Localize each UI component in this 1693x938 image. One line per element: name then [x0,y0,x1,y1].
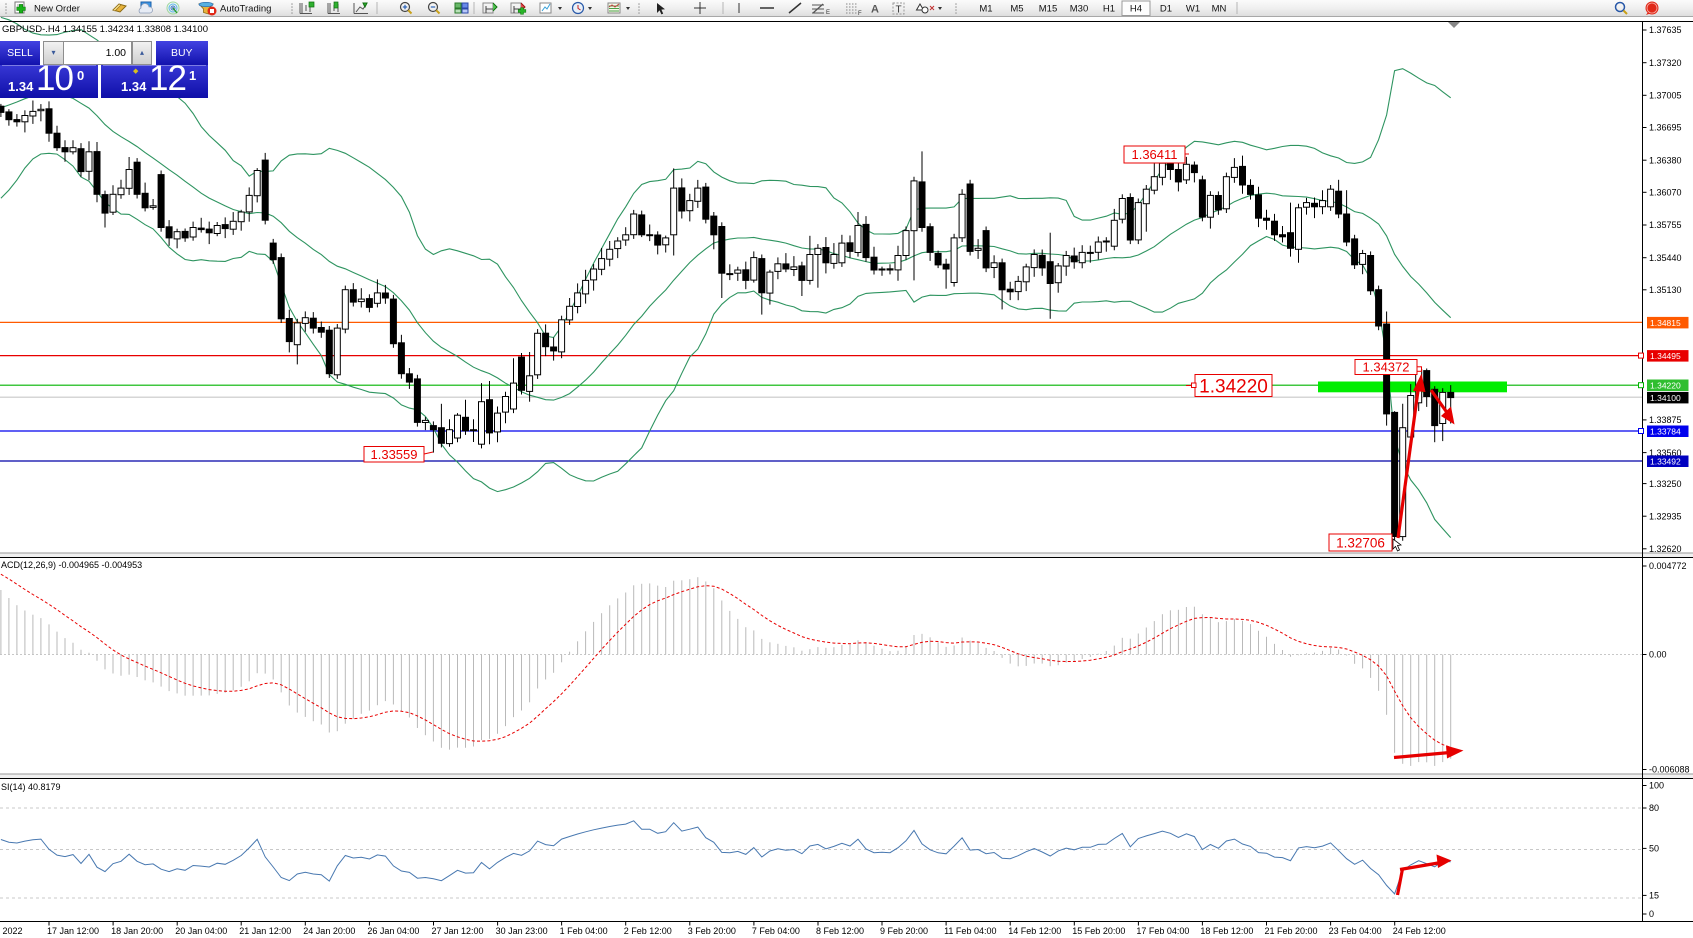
svg-text:-0.006088: -0.006088 [1649,765,1690,775]
svg-text:1.37005: 1.37005 [1649,91,1682,101]
svg-text:15 Feb 20:00: 15 Feb 20:00 [1072,926,1125,936]
svg-text:18 Jan 20:00: 18 Jan 20:00 [111,926,163,936]
svg-text:M1: M1 [979,4,992,15]
svg-text:M5: M5 [1010,4,1023,15]
svg-text:1.36695: 1.36695 [1649,123,1682,133]
svg-text:1.34495: 1.34495 [1650,351,1681,361]
svg-text:1.33492: 1.33492 [1650,456,1681,466]
svg-text:27 Jan 12:00: 27 Jan 12:00 [432,926,484,936]
svg-text:1.35440: 1.35440 [1649,253,1682,263]
svg-text:30 Jan 23:00: 30 Jan 23:00 [496,926,548,936]
svg-text:1.33559: 1.33559 [371,447,418,462]
svg-text:15: 15 [1649,891,1659,901]
svg-text:0: 0 [1649,909,1654,919]
svg-text:SI(14) 40.8179: SI(14) 40.8179 [1,782,61,792]
svg-text:ACD(12,26,9) -0.004965 -0.0049: ACD(12,26,9) -0.004965 -0.004953 [1,560,142,570]
svg-text:AutoTrading: AutoTrading [220,4,271,15]
svg-text:14 Feb 12:00: 14 Feb 12:00 [1008,926,1061,936]
svg-text:0.00: 0.00 [1649,650,1667,660]
svg-text:GBPUSD-.H4 1.34155 1.34234 1.: GBPUSD-.H4 1.34155 1.34234 1.33808 1.341… [2,24,208,35]
svg-text:17 Jan 12:00: 17 Jan 12:00 [47,926,99,936]
svg-text:1.34815: 1.34815 [1650,318,1681,328]
svg-text:1.32620: 1.32620 [1649,544,1682,554]
svg-text:14 Jan 2022: 14 Jan 2022 [0,926,23,936]
svg-text:D1: D1 [1160,4,1172,15]
svg-text:H4: H4 [1130,4,1142,15]
svg-text:24 Jan 20:00: 24 Jan 20:00 [303,926,355,936]
svg-text:1.35130: 1.35130 [1649,285,1682,295]
svg-text:0.004772: 0.004772 [1649,561,1687,571]
svg-text:F: F [858,11,862,17]
svg-text:23 Feb 04:00: 23 Feb 04:00 [1329,926,1382,936]
svg-text:2 Feb 12:00: 2 Feb 12:00 [624,926,672,936]
svg-text:100: 100 [1649,781,1664,791]
svg-text:T: T [896,5,902,16]
svg-text:1.32935: 1.32935 [1649,511,1682,521]
svg-text:21 Feb 20:00: 21 Feb 20:00 [1265,926,1318,936]
svg-text:24 Feb 12:00: 24 Feb 12:00 [1393,926,1446,936]
svg-text:1.36411: 1.36411 [1131,147,1177,162]
svg-text:80: 80 [1649,803,1659,813]
svg-text:A: A [871,4,879,16]
svg-text:New Order: New Order [34,4,80,15]
svg-text:21 Jan 12:00: 21 Jan 12:00 [239,926,291,936]
svg-text:E: E [826,10,830,16]
svg-text:3 Feb 20:00: 3 Feb 20:00 [688,926,736,936]
svg-text:MN: MN [1212,4,1227,15]
svg-text:1.33875: 1.33875 [1649,415,1682,425]
svg-text:H1: H1 [1103,4,1115,15]
svg-text:1.33784: 1.33784 [1650,426,1681,436]
svg-text:M15: M15 [1039,4,1057,15]
svg-text:1.36070: 1.36070 [1649,188,1682,198]
svg-text:1 Feb 04:00: 1 Feb 04:00 [560,926,608,936]
svg-text:8 Feb 12:00: 8 Feb 12:00 [816,926,864,936]
svg-text:50: 50 [1649,844,1659,854]
svg-text:1.34220: 1.34220 [1650,380,1681,390]
svg-text:18 Feb 12:00: 18 Feb 12:00 [1200,926,1253,936]
svg-text:26 Jan 04:00: 26 Jan 04:00 [367,926,419,936]
svg-text:17 Feb 04:00: 17 Feb 04:00 [1136,926,1189,936]
svg-text:9 Feb 20:00: 9 Feb 20:00 [880,926,928,936]
svg-text:1.35755: 1.35755 [1649,220,1682,230]
svg-text:1.33560: 1.33560 [1649,448,1682,458]
svg-text:11 Feb 04:00: 11 Feb 04:00 [944,926,996,936]
svg-text:1.32706: 1.32706 [1336,535,1385,550]
svg-text:1.34100: 1.34100 [1650,393,1681,403]
svg-text:1.37320: 1.37320 [1649,58,1682,68]
svg-text:20 Jan 04:00: 20 Jan 04:00 [175,926,227,936]
svg-text:1.36380: 1.36380 [1649,155,1682,165]
svg-text:1.34220: 1.34220 [1199,376,1268,397]
svg-text:W1: W1 [1186,4,1200,15]
svg-text:1.34372: 1.34372 [1363,360,1410,375]
svg-text:7 Feb 04:00: 7 Feb 04:00 [752,926,800,936]
svg-text:M30: M30 [1070,4,1088,15]
svg-text:1.33250: 1.33250 [1649,479,1682,489]
svg-text:1.37635: 1.37635 [1649,25,1682,35]
